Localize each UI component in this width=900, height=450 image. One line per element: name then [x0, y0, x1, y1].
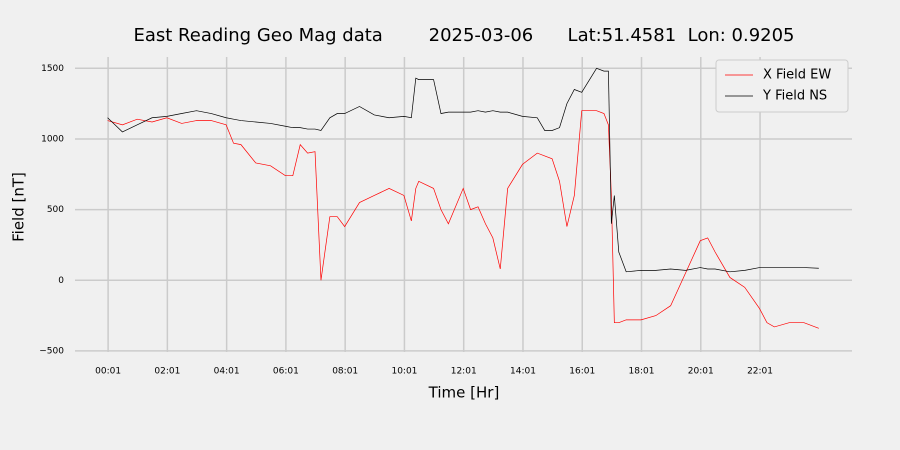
y-tick-label: 500 [47, 205, 64, 215]
legend-label: X Field EW [763, 68, 831, 83]
x-tick-label: 04:01 [214, 367, 240, 377]
y-tick-label: 1500 [41, 64, 64, 74]
y-tick-label: 0 [58, 276, 64, 286]
x-tick-label: 18:01 [629, 367, 655, 377]
x-axis-label: Time [Hr] [428, 384, 500, 402]
x-tick-label: 16:01 [569, 367, 595, 377]
x-tick-label: 20:01 [688, 367, 714, 377]
legend-box [715, 59, 849, 113]
chart-title: East Reading Geo Mag data 2025-03-06 Lat… [133, 25, 794, 46]
x-tick-label: 00:01 [95, 367, 121, 377]
x-tick-label: 06:01 [273, 367, 299, 377]
x-tick-label: 22:01 [747, 367, 773, 377]
x-tick-label: 14:01 [510, 367, 536, 377]
data-line [107, 110, 819, 329]
data-line [107, 67, 819, 273]
legend-label: Y Field NS [762, 89, 827, 104]
y-tick-label: 1000 [41, 134, 64, 144]
y-axis-label: Field [nT] [10, 172, 28, 242]
x-tick-label: 08:01 [332, 367, 358, 377]
y-tick-label: −500 [39, 346, 64, 356]
x-tick-label: 10:01 [391, 367, 417, 377]
x-tick-label: 12:01 [451, 367, 477, 377]
x-tick-label: 02:01 [154, 367, 180, 377]
